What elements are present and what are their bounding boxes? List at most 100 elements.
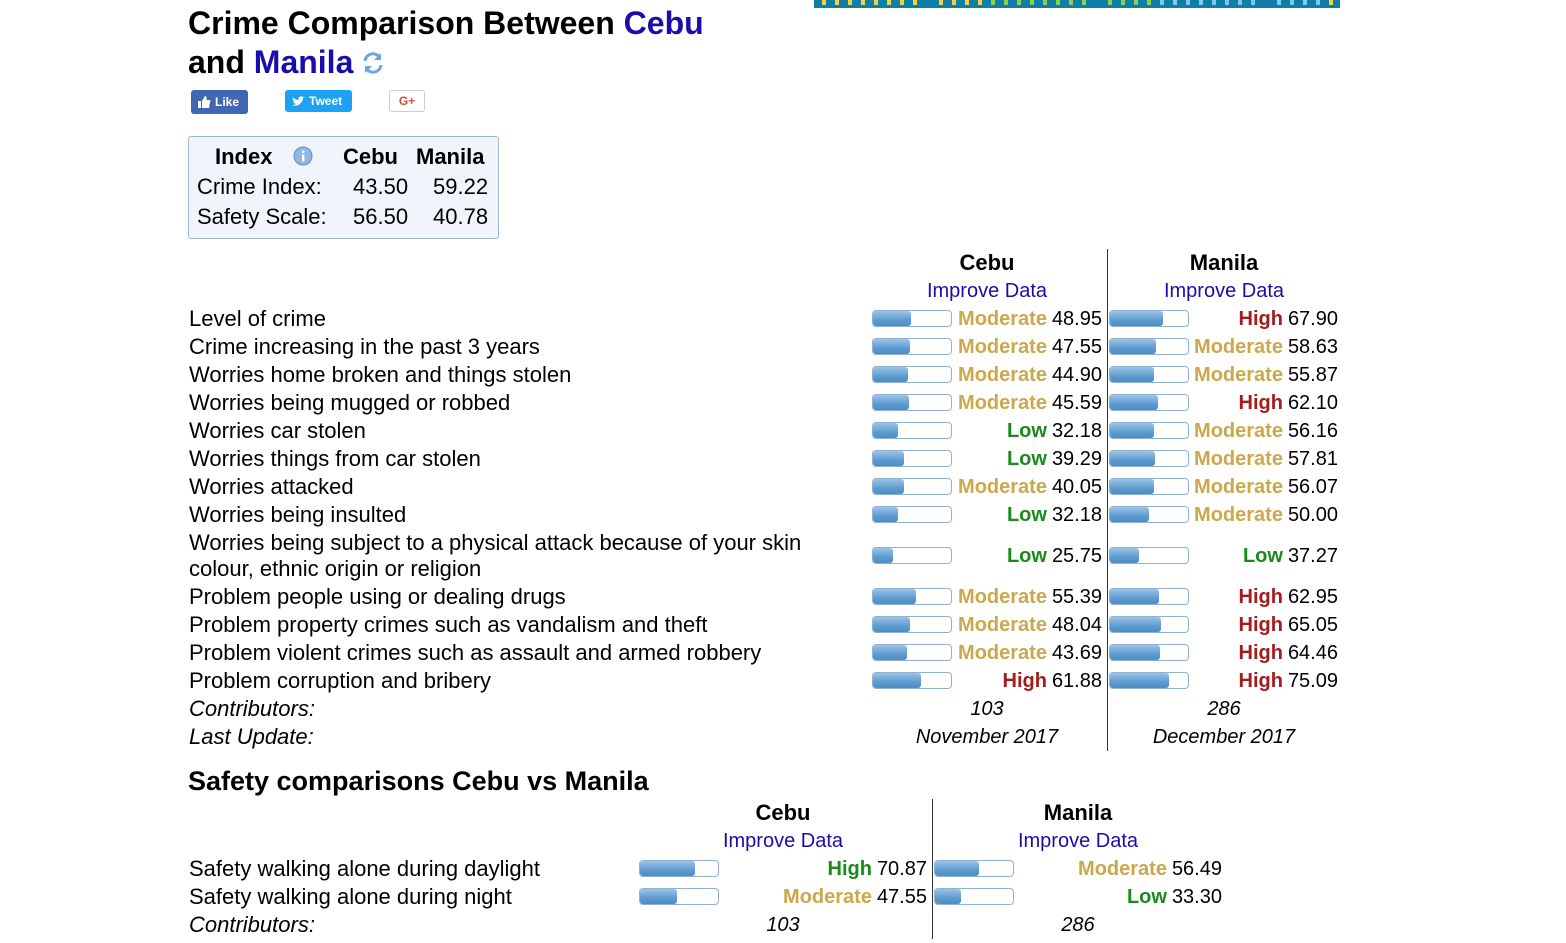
manila-score: 65.05 — [1287, 614, 1338, 636]
cebu-bar[interactable] — [872, 616, 952, 633]
safety-contributors-manila: 286 — [1061, 914, 1095, 936]
cebu-bar[interactable] — [872, 672, 952, 689]
cebu-bar[interactable] — [872, 394, 952, 411]
manila-bar-fill — [1110, 507, 1149, 522]
manila-bar[interactable] — [1109, 672, 1189, 689]
index-summary-table: Index Cebu Manila Crime Index: 43.50 59.… — [188, 136, 499, 239]
banner-pattern — [900, 0, 904, 5]
ad-banner[interactable] — [814, 0, 1340, 8]
cebu-bar[interactable] — [872, 547, 952, 564]
cebu-value: Moderate 44.90 — [958, 363, 1102, 387]
manila-value: Moderate 55.87 — [1194, 363, 1338, 387]
cebu-score: 44.90 — [1051, 364, 1102, 386]
info-icon[interactable] — [293, 146, 313, 171]
safety-improve-data-link-cebu[interactable]: Improve Data — [722, 830, 844, 852]
contributors-label: Contributors: — [189, 696, 315, 721]
manila-score: 55.87 — [1287, 364, 1338, 386]
improve-data-link-cebu[interactable]: Improve Data — [926, 280, 1048, 302]
manila-level: Moderate — [1194, 476, 1283, 498]
manila-level: Moderate — [1194, 364, 1283, 386]
manila-level: High — [1238, 392, 1283, 414]
manila-level: Moderate — [1194, 336, 1283, 358]
manila-value: High 62.95 — [1239, 585, 1339, 609]
cebu-value: Moderate 48.95 — [958, 307, 1102, 331]
improve-data-link-manila[interactable]: Improve Data — [1163, 280, 1285, 302]
manila-bar[interactable] — [1109, 450, 1189, 467]
manila-level: High — [1238, 670, 1283, 692]
twitter-bird-icon — [292, 95, 305, 106]
last-update-cebu: November 2017 — [915, 726, 1059, 748]
banner-pattern — [874, 0, 878, 5]
cebu-bar-fill — [873, 589, 917, 604]
manila-bar[interactable] — [1109, 506, 1189, 523]
manila-value: Moderate 56.16 — [1194, 419, 1338, 443]
manila-bar[interactable] — [1109, 338, 1189, 355]
manila-score: 62.10 — [1287, 392, 1338, 414]
banner-pattern — [1225, 0, 1229, 5]
manila-level: Moderate — [1194, 448, 1283, 470]
cebu-bar-fill — [873, 423, 899, 438]
cebu-value: Low 32.18 — [1007, 419, 1102, 443]
cebu-bar[interactable] — [872, 588, 952, 605]
cebu-bar-fill — [873, 548, 894, 563]
cebu-level: Moderate — [958, 364, 1047, 386]
banner-pattern — [1004, 0, 1008, 5]
cebu-level: Moderate — [958, 642, 1047, 664]
crime-row-label: Problem corruption and bribery — [189, 668, 492, 693]
cebu-level: Low — [1006, 448, 1047, 470]
crime-index-label: Crime Index: — [197, 174, 322, 199]
manila-level: Moderate — [1194, 420, 1283, 442]
column-divider — [1107, 249, 1108, 751]
manila-header: Manila — [416, 144, 485, 169]
crime-index-cebu: 43.50 — [353, 174, 409, 199]
cebu-score: 70.87 — [876, 858, 927, 880]
safety-row-label: Safety walking alone during night — [189, 884, 512, 909]
manila-bar[interactable] — [1109, 394, 1189, 411]
manila-bar[interactable] — [1109, 366, 1189, 383]
cebu-value: Moderate 47.55 — [958, 335, 1102, 359]
manila-value: High 67.90 — [1239, 307, 1339, 331]
cebu-bar[interactable] — [872, 506, 952, 523]
cebu-bar[interactable] — [872, 366, 952, 383]
cebu-value: Low 25.75 — [1007, 544, 1102, 568]
manila-value: Moderate 56.07 — [1194, 475, 1338, 499]
banner-pattern — [1121, 0, 1125, 5]
manila-bar[interactable] — [1109, 422, 1189, 439]
facebook-like-button[interactable]: Like — [191, 90, 248, 114]
cebu-score: 55.39 — [1051, 586, 1102, 608]
manila-score: 56.49 — [1171, 858, 1222, 880]
manila-level: High — [1238, 586, 1283, 608]
cebu-bar[interactable] — [639, 888, 719, 905]
cebu-bar[interactable] — [639, 860, 719, 877]
cebu-bar-fill — [873, 617, 911, 632]
safety-improve-data-link-manila[interactable]: Improve Data — [1017, 830, 1139, 852]
safety-col-header-cebu: Cebu — [755, 800, 811, 825]
manila-value: Low 33.30 — [1127, 885, 1222, 909]
manila-bar[interactable] — [1109, 478, 1189, 495]
cebu-bar[interactable] — [872, 478, 952, 495]
manila-bar[interactable] — [934, 860, 1014, 877]
manila-bar[interactable] — [1109, 644, 1189, 661]
cebu-value: Low 32.18 — [1007, 503, 1102, 527]
manila-bar[interactable] — [1109, 616, 1189, 633]
cebu-bar[interactable] — [872, 450, 952, 467]
cebu-bar[interactable] — [872, 644, 952, 661]
cebu-bar[interactable] — [872, 310, 952, 327]
crime-row-label-continued: colour, ethnic origin or religion — [189, 556, 482, 581]
cebu-bar[interactable] — [872, 422, 952, 439]
banner-pattern — [1134, 0, 1138, 5]
city2-link[interactable]: Manila — [253, 44, 354, 80]
manila-bar[interactable] — [1109, 547, 1189, 564]
cebu-score: 45.59 — [1051, 392, 1102, 414]
manila-score: 75.09 — [1287, 670, 1338, 692]
google-plus-button[interactable]: G+ — [389, 90, 425, 112]
manila-level: Moderate — [1078, 858, 1167, 880]
crime-row-label: Worries being mugged or robbed — [189, 390, 511, 415]
manila-bar[interactable] — [1109, 310, 1189, 327]
city1-link[interactable]: Cebu — [623, 5, 704, 41]
manila-bar[interactable] — [934, 888, 1014, 905]
swap-cities-icon[interactable] — [361, 45, 385, 84]
tweet-button[interactable]: Tweet — [285, 90, 352, 112]
manila-bar[interactable] — [1109, 588, 1189, 605]
cebu-bar[interactable] — [872, 338, 952, 355]
